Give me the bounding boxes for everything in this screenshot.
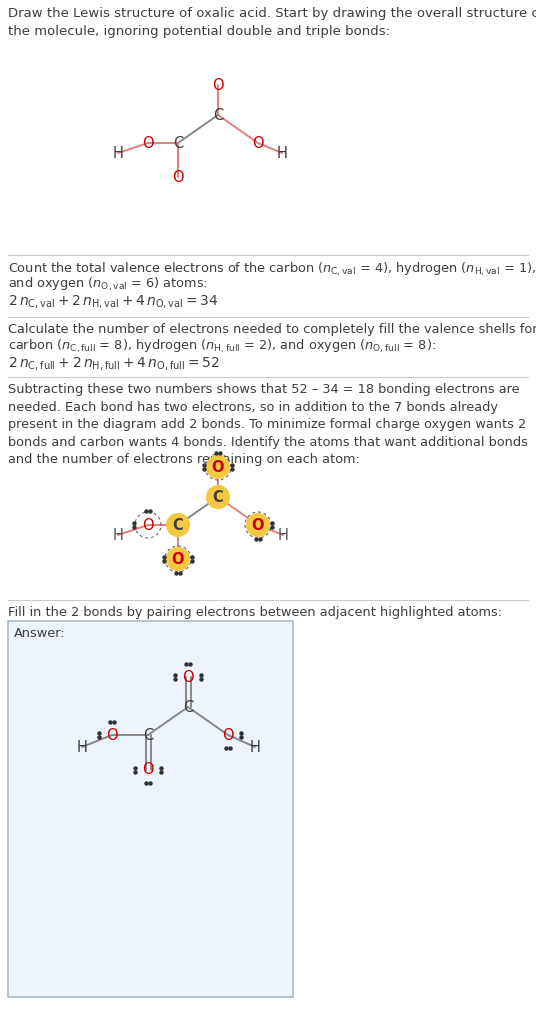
Text: O: O — [222, 728, 234, 743]
Text: H: H — [278, 528, 288, 542]
Text: C: C — [173, 518, 183, 533]
Text: O: O — [142, 135, 154, 150]
Text: and oxygen ($n_{\rm O,val}$ = 6) atoms:: and oxygen ($n_{\rm O,val}$ = 6) atoms: — [8, 276, 207, 293]
Text: H: H — [113, 145, 123, 160]
Circle shape — [166, 547, 190, 571]
Text: C: C — [143, 728, 153, 743]
Text: O: O — [172, 551, 184, 566]
Text: C: C — [173, 135, 183, 150]
Text: O: O — [142, 518, 154, 533]
Text: O: O — [182, 670, 194, 684]
Text: O: O — [142, 762, 154, 777]
FancyBboxPatch shape — [8, 621, 293, 997]
Text: H: H — [77, 740, 87, 754]
Text: C: C — [183, 699, 193, 715]
Text: O: O — [106, 728, 118, 743]
Text: O: O — [212, 77, 224, 92]
Text: Draw the Lewis structure of oxalic acid. Start by drawing the overall structure : Draw the Lewis structure of oxalic acid.… — [8, 7, 536, 38]
Circle shape — [166, 513, 190, 537]
Text: Fill in the 2 bonds by pairing electrons between adjacent highlighted atoms:: Fill in the 2 bonds by pairing electrons… — [8, 606, 502, 619]
Text: $2\,n_{\rm C,full} + 2\,n_{\rm H,full} + 4\,n_{\rm O,full} = 52$: $2\,n_{\rm C,full} + 2\,n_{\rm H,full} +… — [8, 355, 220, 373]
Text: O: O — [252, 518, 264, 533]
Circle shape — [206, 455, 230, 479]
Text: O: O — [172, 170, 184, 185]
Text: H: H — [277, 145, 287, 160]
Text: $2\,n_{\rm C,val} + 2\,n_{\rm H,val} + 4\,n_{\rm O,val} = 34$: $2\,n_{\rm C,val} + 2\,n_{\rm H,val} + 4… — [8, 293, 219, 310]
Circle shape — [246, 513, 270, 537]
Circle shape — [206, 485, 230, 509]
Text: O: O — [252, 135, 264, 150]
Text: H: H — [113, 528, 123, 542]
Text: Calculate the number of electrons needed to completely fill the valence shells f: Calculate the number of electrons needed… — [8, 323, 536, 336]
Text: H: H — [250, 740, 260, 754]
Text: Count the total valence electrons of the carbon ($n_{\rm C,val}$ = 4), hydrogen : Count the total valence electrons of the… — [8, 261, 536, 278]
Text: Subtracting these two numbers shows that 52 – 34 = 18 bonding electrons are
need: Subtracting these two numbers shows that… — [8, 383, 528, 466]
Text: C: C — [213, 489, 224, 504]
Text: O: O — [212, 460, 224, 474]
Text: C: C — [213, 108, 223, 123]
Text: Answer:: Answer: — [14, 627, 65, 640]
Text: carbon ($n_{\rm C,full}$ = 8), hydrogen ($n_{\rm H,full}$ = 2), and oxygen ($n_{: carbon ($n_{\rm C,full}$ = 8), hydrogen … — [8, 338, 436, 355]
